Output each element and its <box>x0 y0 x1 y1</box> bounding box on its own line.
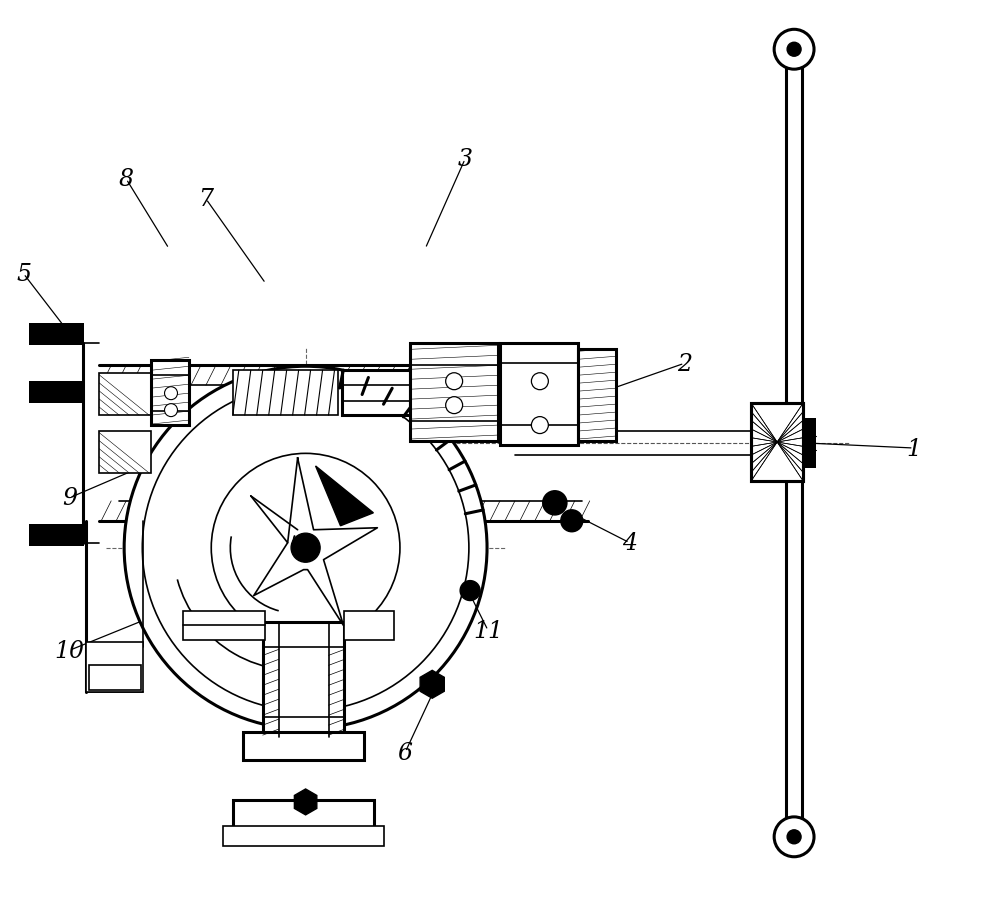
Circle shape <box>774 31 814 70</box>
Text: 6: 6 <box>398 740 413 764</box>
Polygon shape <box>254 459 377 626</box>
Bar <box>344 610 394 641</box>
Bar <box>578 350 616 442</box>
Text: 8: 8 <box>119 168 134 191</box>
Bar <box>29 324 84 346</box>
Bar <box>151 361 189 425</box>
Bar <box>29 525 84 546</box>
Text: 3: 3 <box>458 148 473 172</box>
Circle shape <box>774 817 814 857</box>
Bar <box>86 643 143 693</box>
Bar <box>99 374 151 415</box>
Bar <box>342 371 410 415</box>
Circle shape <box>142 385 469 712</box>
Bar <box>233 371 338 415</box>
Text: 5: 5 <box>16 263 31 285</box>
Circle shape <box>446 373 463 390</box>
Circle shape <box>561 510 583 532</box>
Polygon shape <box>316 467 373 526</box>
Circle shape <box>291 534 320 563</box>
Circle shape <box>787 43 801 57</box>
Text: 1: 1 <box>906 437 921 460</box>
Circle shape <box>531 373 548 390</box>
Circle shape <box>124 367 487 730</box>
Text: 9: 9 <box>62 487 77 510</box>
Polygon shape <box>420 671 444 698</box>
Bar <box>751 404 803 481</box>
Text: 7: 7 <box>198 188 213 211</box>
Bar <box>29 382 84 404</box>
Text: 4: 4 <box>622 532 637 554</box>
Circle shape <box>446 397 463 414</box>
Bar <box>99 432 151 473</box>
Circle shape <box>531 417 548 434</box>
Bar <box>751 404 803 481</box>
Circle shape <box>787 830 801 844</box>
Circle shape <box>543 491 567 516</box>
Text: 11: 11 <box>473 619 503 642</box>
Circle shape <box>165 387 177 400</box>
Bar <box>183 610 265 641</box>
Circle shape <box>165 405 177 417</box>
Bar <box>89 666 141 691</box>
Bar <box>786 51 802 837</box>
Bar <box>233 800 374 830</box>
Bar <box>410 344 498 442</box>
Text: 2: 2 <box>677 352 692 376</box>
Circle shape <box>460 581 480 600</box>
Polygon shape <box>294 789 317 815</box>
Bar <box>500 344 578 445</box>
Bar <box>243 732 364 760</box>
Bar <box>803 419 816 469</box>
Bar <box>223 826 384 846</box>
Circle shape <box>211 454 400 642</box>
Text: 10: 10 <box>54 639 84 662</box>
Bar <box>263 623 344 738</box>
